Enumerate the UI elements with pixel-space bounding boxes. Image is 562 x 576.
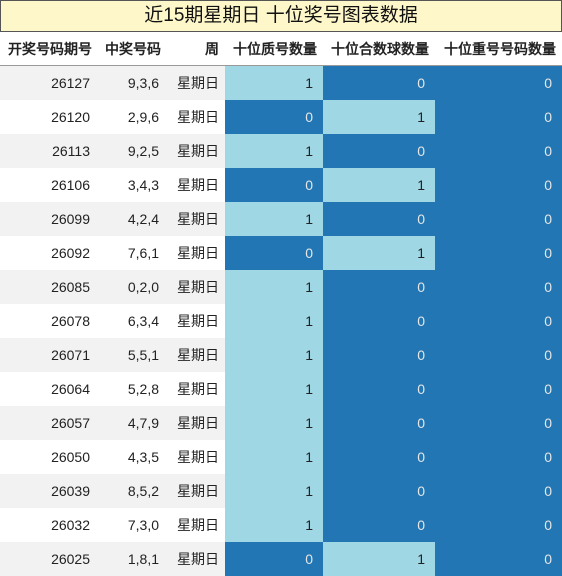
- table-cell: 26092: [51, 245, 90, 261]
- table-cell: 星期日: [177, 449, 219, 465]
- table-cell: 1: [225, 134, 323, 168]
- table-cell: 0,2,0: [98, 270, 167, 304]
- table-cell: 1: [225, 202, 323, 236]
- table-cell: 26039: [0, 474, 98, 508]
- table-cell: 1: [323, 236, 435, 270]
- table-cell: 1: [225, 372, 323, 406]
- table-cell: 4,3,5: [127, 449, 159, 465]
- table-cell: 26032: [51, 517, 90, 533]
- table-cell: 1: [323, 168, 435, 202]
- table-cell: 7,6,1: [127, 245, 159, 261]
- table-cell: 0: [435, 66, 562, 100]
- table-cell: 5,5,1: [98, 338, 167, 372]
- table-cell: 星期日: [177, 381, 219, 397]
- header-cell: 周: [205, 41, 219, 57]
- table-cell: 26106: [51, 177, 90, 193]
- table-cell: 26064: [51, 381, 90, 397]
- table-cell: 1: [323, 100, 435, 134]
- table-cell: 0: [225, 542, 323, 576]
- table-cell: 星期日: [167, 338, 225, 372]
- header-cell: 十位重号号码数量: [444, 41, 556, 57]
- table-cell: 0: [435, 406, 562, 440]
- table-cell: 0: [435, 304, 562, 338]
- table-cell: 0: [323, 474, 435, 508]
- table-cell: 1,8,1: [98, 542, 167, 576]
- table-cell: 0: [435, 100, 562, 134]
- table-cell: 26120: [51, 109, 90, 125]
- table-cell: 星期日: [177, 177, 219, 193]
- table-cell: 1: [323, 542, 435, 576]
- header-cell: 中奖号码: [105, 41, 161, 57]
- table-cell: 0: [435, 168, 562, 202]
- table-cell: 0: [435, 372, 562, 406]
- table-cell: 0: [435, 474, 562, 508]
- table-cell: 5,2,8: [127, 381, 159, 397]
- table-cell: 星期日: [167, 66, 225, 100]
- table-cell: 1: [225, 338, 323, 372]
- table-cell: 星期日: [167, 202, 225, 236]
- table-cell: 0: [323, 66, 435, 100]
- table-title: 近15期星期日 十位奖号图表数据: [0, 0, 562, 32]
- table-cell: 0: [225, 236, 323, 270]
- table-cell: 1: [225, 406, 323, 440]
- table-cell: 0: [225, 100, 323, 134]
- header-cell: 十位质号数量: [233, 41, 317, 57]
- table-cell: 4,7,9: [98, 406, 167, 440]
- table-cell: 0: [435, 202, 562, 236]
- table-cell: 星期日: [177, 109, 219, 125]
- table-cell: 26127: [0, 66, 98, 100]
- table-cell: 0: [435, 440, 562, 474]
- table-cell: 0: [435, 270, 562, 304]
- table-cell: 0: [323, 372, 435, 406]
- header-cell: 开奖号码期号: [8, 41, 92, 57]
- table-cell: 0: [435, 236, 562, 270]
- table-cell: 1: [225, 508, 323, 542]
- table-cell: 9,3,6: [98, 66, 167, 100]
- table-cell: 26085: [0, 270, 98, 304]
- table-cell: 4,2,4: [98, 202, 167, 236]
- table-cell: 0: [323, 304, 435, 338]
- table-cell: 0: [225, 168, 323, 202]
- table-cell: 6,3,4: [127, 313, 159, 329]
- table-cell: 26050: [51, 449, 90, 465]
- table-cell: 0: [323, 406, 435, 440]
- table-cell: 26078: [51, 313, 90, 329]
- table-cell: 星期日: [177, 517, 219, 533]
- table-cell: 0: [323, 440, 435, 474]
- table-cell: 0: [323, 270, 435, 304]
- table-cell: 2,9,6: [127, 109, 159, 125]
- table-cell: 0: [323, 202, 435, 236]
- table-cell: 3,4,3: [127, 177, 159, 193]
- table-cell: 0: [323, 508, 435, 542]
- table-cell: 星期日: [167, 134, 225, 168]
- table-cell: 1: [225, 304, 323, 338]
- table-cell: 0: [435, 134, 562, 168]
- table-cell: 星期日: [167, 406, 225, 440]
- table-cell: 星期日: [177, 313, 219, 329]
- table-cell: 9,2,5: [98, 134, 167, 168]
- table-cell: 星期日: [177, 245, 219, 261]
- table-cell: 26057: [0, 406, 98, 440]
- table-cell: 0: [323, 134, 435, 168]
- table-cell: 0: [435, 542, 562, 576]
- table-cell: 星期日: [167, 474, 225, 508]
- table-cell: 星期日: [167, 270, 225, 304]
- table-cell: 7,3,0: [127, 517, 159, 533]
- table-cell: 0: [435, 508, 562, 542]
- table-cell: 1: [225, 270, 323, 304]
- table-cell: 0: [323, 338, 435, 372]
- table-cell: 26113: [0, 134, 98, 168]
- table-cell: 0: [435, 338, 562, 372]
- table-cell: 26099: [0, 202, 98, 236]
- table-cell: 8,5,2: [98, 474, 167, 508]
- table-cell: 26025: [0, 542, 98, 576]
- table-cell: 26071: [0, 338, 98, 372]
- header-rule: [0, 65, 562, 66]
- table-cell: 1: [225, 440, 323, 474]
- table-cell: 1: [225, 66, 323, 100]
- header-cell: 十位合数球数量: [331, 41, 429, 57]
- table-cell: 1: [225, 474, 323, 508]
- table-cell: 星期日: [167, 542, 225, 576]
